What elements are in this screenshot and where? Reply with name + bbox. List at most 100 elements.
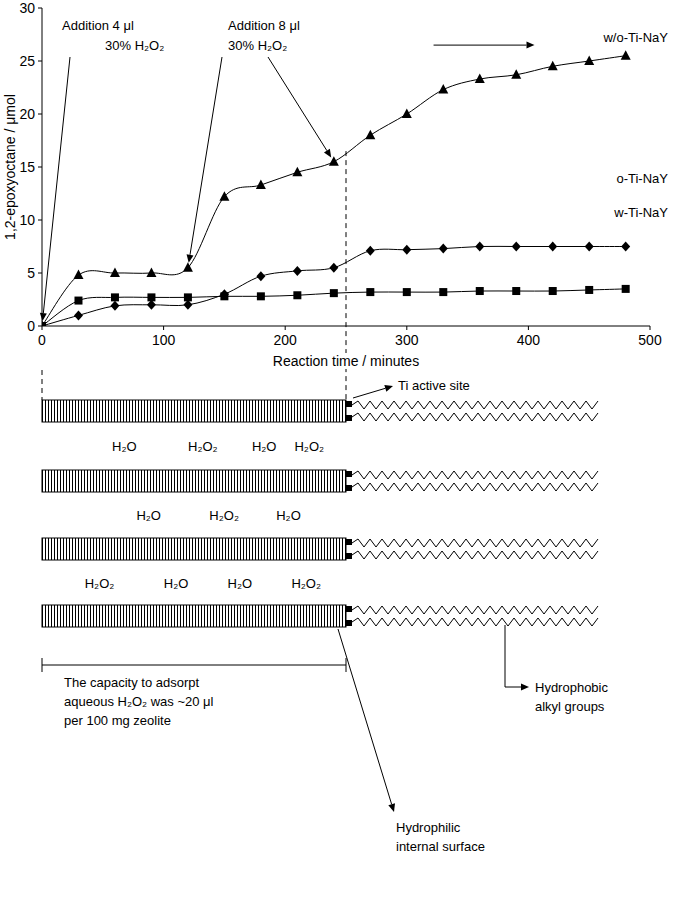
data-point <box>439 288 447 296</box>
annotation-text: 30% H₂O₂ <box>228 38 287 53</box>
arrow-head <box>521 684 529 691</box>
arrow-head <box>40 313 47 321</box>
data-point <box>622 285 630 293</box>
ti-site <box>346 401 352 407</box>
arrow <box>40 57 70 321</box>
ti-site <box>346 485 352 491</box>
x-tick-label: 500 <box>638 332 662 348</box>
data-point <box>293 291 301 299</box>
ti-site <box>346 620 352 626</box>
alkyl-chain <box>352 551 598 559</box>
molecule-label: H₂O <box>252 439 277 454</box>
data-point <box>330 289 338 297</box>
zeolite-wall <box>42 400 346 422</box>
alkyl-chain <box>352 618 598 626</box>
arrow <box>505 684 529 691</box>
data-point <box>73 270 83 280</box>
series-label: w-Ti-NaY <box>613 205 668 220</box>
arrow-shaft <box>338 629 392 804</box>
ti-site <box>346 539 352 545</box>
series-line <box>42 56 626 326</box>
data-point <box>584 56 594 66</box>
data-point <box>585 242 594 252</box>
ti-site <box>346 553 352 559</box>
ti-site <box>346 606 352 612</box>
data-point <box>548 61 558 71</box>
annotations: Addition 4 μl30% H₂O₂Addition 8 μl30% H₂… <box>40 18 535 321</box>
dimension-end <box>346 658 347 672</box>
figure: 05101520253001002003004005001,2-epoxyoct… <box>0 0 692 909</box>
annotation-text: 30% H₂O₂ <box>105 38 164 53</box>
series-group <box>42 50 631 326</box>
arrow-head <box>324 149 331 158</box>
zeolite-wall <box>42 538 346 560</box>
label-patch <box>271 353 421 369</box>
molecule-label: H₂O <box>164 576 189 591</box>
arrow-head <box>187 254 194 262</box>
data-point <box>292 167 302 177</box>
molecule-label: H₂O₂ <box>85 576 115 591</box>
ti-site <box>346 471 352 477</box>
arrow-shaft <box>434 45 527 46</box>
arrow-head <box>388 803 395 812</box>
y-tick-label: 5 <box>27 265 35 281</box>
data-point <box>402 109 412 119</box>
x-tick <box>285 326 286 330</box>
molecule-label: H₂O <box>228 576 253 591</box>
axes: 05101520253001002003004005001,2-epoxyoct… <box>2 0 662 348</box>
molecule-label: H₂O₂ <box>188 439 218 454</box>
data-point <box>110 268 120 278</box>
data-point <box>439 244 448 254</box>
data-point <box>42 322 46 326</box>
x-tick <box>650 326 651 330</box>
arrow <box>434 42 535 49</box>
y-tick-label: 0 <box>27 318 35 334</box>
data-point <box>475 74 485 84</box>
arrow <box>187 57 222 263</box>
data-point <box>147 293 155 301</box>
y-tick <box>38 114 42 115</box>
data-point <box>220 292 228 300</box>
data-point <box>219 191 229 201</box>
molecule-label: H₂O₂ <box>209 508 239 523</box>
ti-label: Ti active site <box>398 378 470 393</box>
x-tick <box>528 326 529 330</box>
leader-line <box>505 625 506 687</box>
y-tick <box>38 8 42 9</box>
alkyl-chain <box>352 471 598 479</box>
data-point <box>256 271 265 281</box>
alkyl-chain <box>352 606 598 614</box>
y-tick <box>38 61 42 62</box>
data-point <box>365 130 375 140</box>
ti-site <box>346 415 352 421</box>
capacity-text: The capacity to adsorpt <box>64 675 200 690</box>
y-tick <box>38 220 42 221</box>
arrow-shaft <box>353 388 385 398</box>
data-point <box>146 268 156 278</box>
y-tick <box>38 273 42 274</box>
data-point <box>403 288 411 296</box>
data-point <box>475 242 484 252</box>
data-point <box>366 288 374 296</box>
arrow-shaft <box>190 57 222 255</box>
y-tick-label: 20 <box>19 106 35 122</box>
molecule-label: H₂O₂ <box>291 576 321 591</box>
series-label: o-Ti-NaY <box>616 171 668 186</box>
y-tick-label: 30 <box>19 0 35 16</box>
data-point <box>329 263 338 273</box>
arrow <box>353 385 393 398</box>
data-point <box>548 242 557 252</box>
arrow-head <box>384 385 393 392</box>
data-point <box>110 301 119 311</box>
zeolite-wall <box>42 605 346 627</box>
annotation-text: Addition 4 μl <box>62 18 134 33</box>
molecule-label: H₂O <box>136 508 161 523</box>
data-point <box>74 297 82 305</box>
alkyl-chain <box>352 539 598 547</box>
x-tick-label: 300 <box>395 332 419 348</box>
data-point <box>329 156 339 166</box>
data-point <box>111 293 119 301</box>
series-label: w/o-Ti-NaY <box>602 30 668 45</box>
arrow-shaft <box>505 687 521 688</box>
data-point <box>42 321 47 326</box>
